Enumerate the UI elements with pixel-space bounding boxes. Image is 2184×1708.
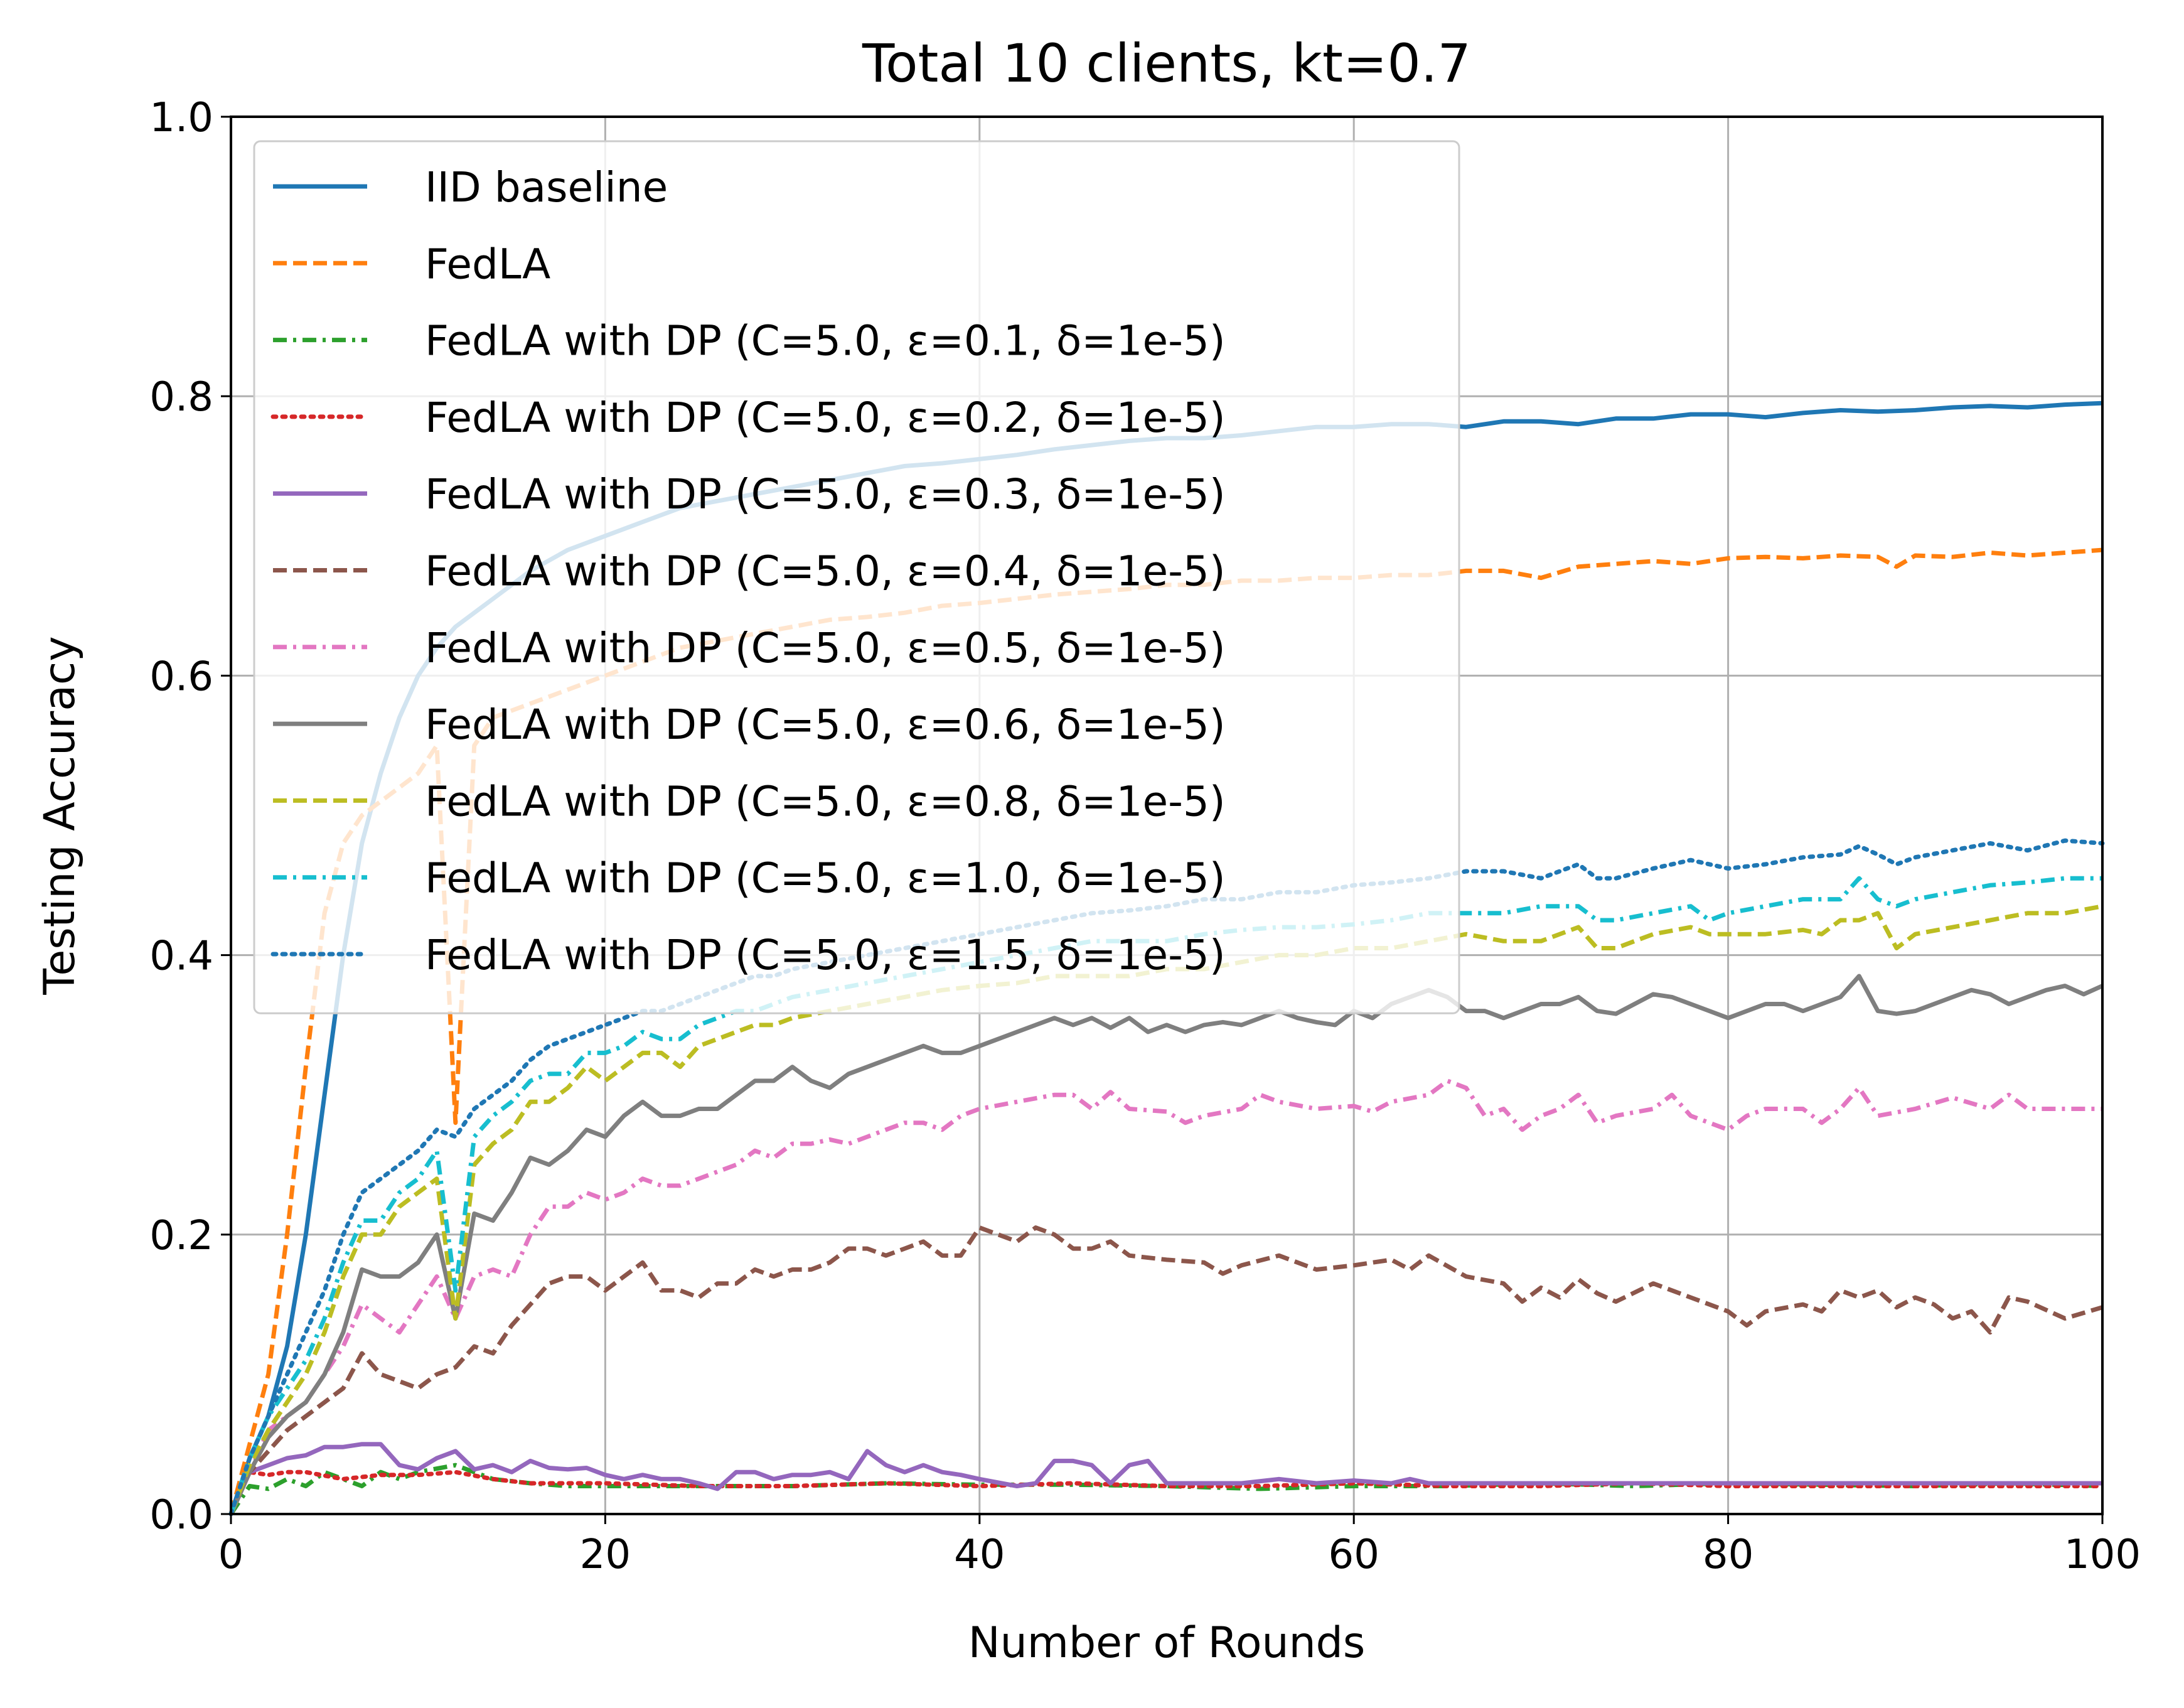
y-tick-label: 0.6	[149, 653, 213, 700]
x-tick-label: 0	[218, 1532, 244, 1578]
chart-title: Total 10 clients, kt=0.7	[862, 33, 1471, 94]
legend: IID baseline FedLA FedLA with DP (C=5.0, ε…	[254, 141, 1459, 1013]
y-tick-label: 0.0	[149, 1492, 213, 1539]
legend-label: FedLA with DP (C=5.0, ε=1.5, δ=1e-5)	[425, 931, 1226, 979]
y-tick-label: 0.8	[149, 374, 213, 421]
x-axis-label: Number of Rounds	[968, 1618, 1366, 1668]
y-tick-label: 0.4	[149, 933, 213, 980]
x-tick-label: 20	[580, 1532, 631, 1578]
legend-label: FedLA with DP (C=5.0, ε=0.4, δ=1e-5)	[425, 547, 1226, 596]
legend-label: FedLA with DP (C=5.0, ε=0.8, δ=1e-5)	[425, 777, 1226, 825]
legend-label: IID baseline	[425, 163, 668, 212]
legend-label: FedLA with DP (C=5.0, ε=0.2, δ=1e-5)	[425, 394, 1226, 442]
x-tick-label: 80	[1703, 1532, 1753, 1578]
x-tick-label: 100	[2064, 1532, 2141, 1578]
y-axis-label: Testing Accuracy	[35, 636, 85, 995]
y-tick-label: 1.0	[149, 95, 213, 141]
legend-label: FedLA with DP (C=5.0, ε=0.3, δ=1e-5)	[425, 470, 1226, 518]
legend-label: FedLA with DP (C=5.0, ε=0.6, δ=1e-5)	[425, 701, 1226, 749]
x-tick-label: 40	[954, 1532, 1005, 1578]
legend-label: FedLA with DP (C=5.0, ε=0.1, δ=1e-5)	[425, 317, 1226, 365]
legend-label: FedLA with DP (C=5.0, ε=0.5, δ=1e-5)	[425, 624, 1226, 672]
x-tick-label: 60	[1328, 1532, 1379, 1578]
y-tick-label: 0.2	[149, 1213, 213, 1259]
legend-label: FedLA	[425, 240, 550, 288]
legend-label: FedLA with DP (C=5.0, ε=1.0, δ=1e-5)	[425, 854, 1226, 903]
